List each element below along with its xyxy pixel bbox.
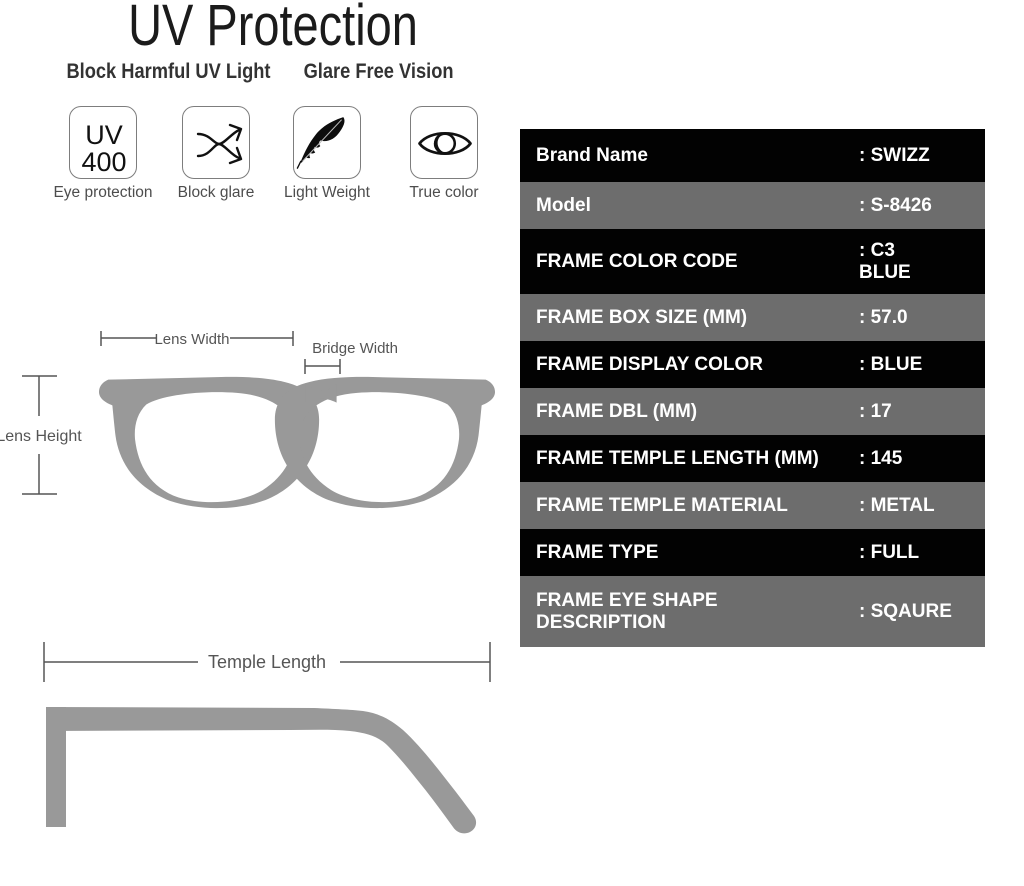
svg-text:400: 400 xyxy=(81,147,126,177)
svg-text:Bridge Width: Bridge Width xyxy=(312,340,398,357)
svg-text:Lens Width: Lens Width xyxy=(154,331,229,348)
svg-text:UV: UV xyxy=(85,120,123,150)
svg-text:Temple Length: Temple Length xyxy=(208,652,326,672)
svg-text:Lens Height: Lens Height xyxy=(0,428,82,445)
